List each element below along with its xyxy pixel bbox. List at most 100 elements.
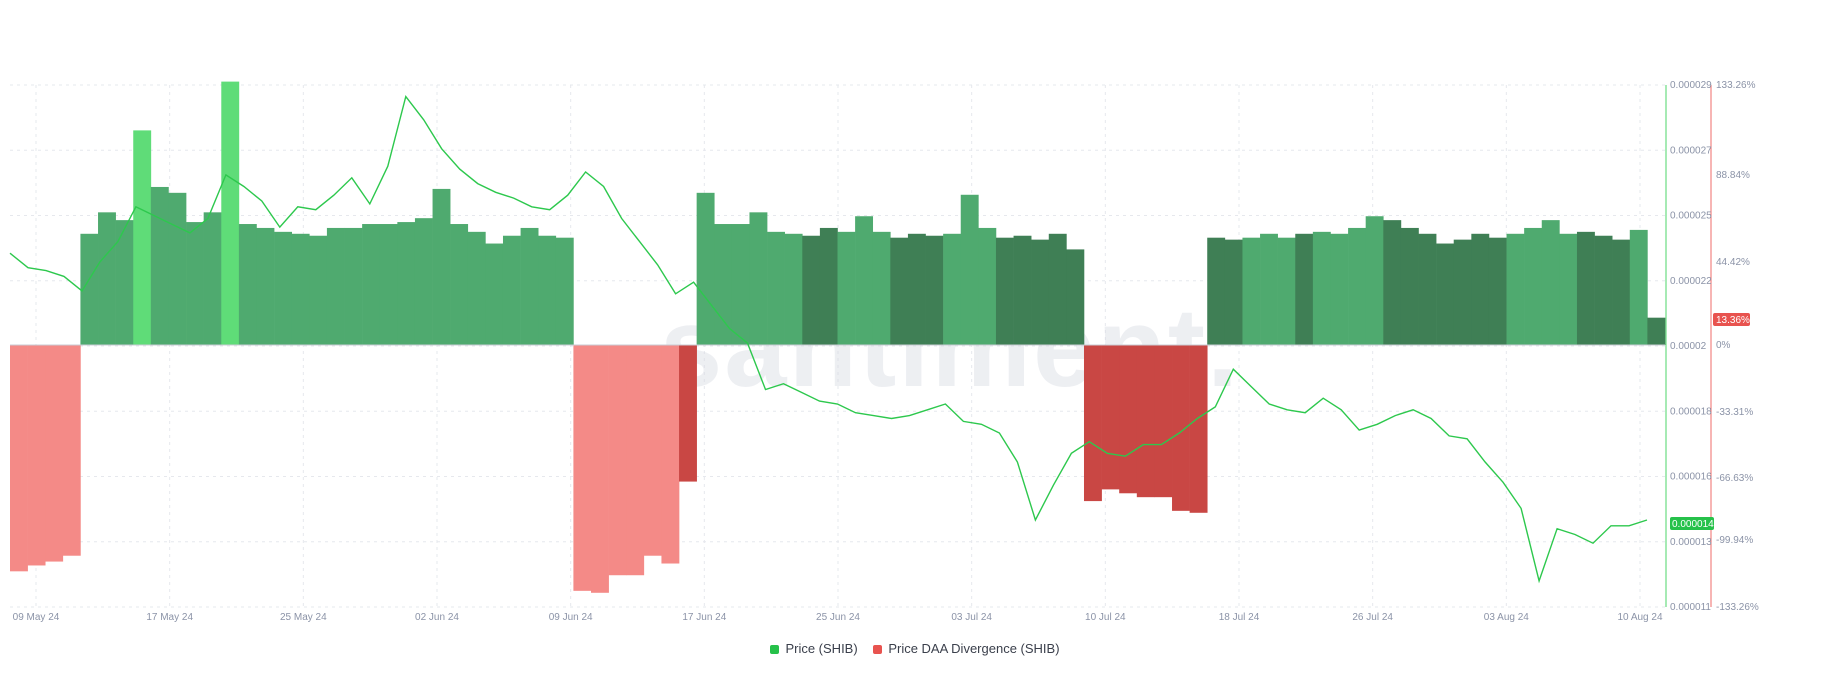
divergence-bar[interactable] bbox=[1154, 345, 1173, 498]
divergence-bar[interactable] bbox=[925, 235, 944, 345]
divergence-bar[interactable] bbox=[608, 345, 627, 576]
divergence-bar[interactable] bbox=[432, 188, 451, 345]
divergence-bar[interactable] bbox=[1594, 235, 1613, 345]
divergence-bar[interactable] bbox=[203, 212, 222, 345]
divergence-bar[interactable] bbox=[1647, 317, 1666, 345]
divergence-bar[interactable] bbox=[1436, 243, 1455, 345]
divergence-bar[interactable] bbox=[855, 216, 874, 345]
divergence-bar[interactable] bbox=[591, 345, 609, 593]
divergence-bar[interactable] bbox=[133, 130, 152, 345]
divergence-bar[interactable] bbox=[661, 345, 680, 564]
divergence-bar[interactable] bbox=[256, 227, 275, 345]
divergence-bar[interactable] bbox=[1576, 231, 1595, 345]
divergence-bar[interactable] bbox=[837, 231, 856, 345]
divergence-bar[interactable] bbox=[150, 186, 169, 345]
divergence-bar[interactable] bbox=[1031, 239, 1050, 345]
divergence-bar[interactable] bbox=[502, 235, 521, 345]
divergence-bar[interactable] bbox=[397, 222, 416, 345]
divergence-tick-label: 0% bbox=[1716, 340, 1731, 351]
divergence-bar[interactable] bbox=[1612, 239, 1631, 345]
divergence-bar[interactable] bbox=[520, 227, 539, 345]
divergence-bar[interactable] bbox=[872, 231, 891, 345]
divergence-bar[interactable] bbox=[168, 192, 187, 345]
divergence-bar[interactable] bbox=[379, 224, 398, 345]
divergence-bar[interactable] bbox=[1189, 345, 1208, 513]
divergence-bar[interactable] bbox=[414, 218, 433, 345]
price-tick-label: 0.000011 bbox=[1670, 602, 1711, 613]
divergence-bar[interactable] bbox=[573, 345, 592, 591]
divergence-bar[interactable] bbox=[784, 233, 803, 345]
divergence-bar[interactable] bbox=[1488, 237, 1507, 345]
divergence-bar[interactable] bbox=[1453, 239, 1472, 345]
legend-label-divergence: Price DAA Divergence (SHIB) bbox=[888, 641, 1060, 656]
divergence-bar[interactable] bbox=[767, 231, 785, 345]
divergence-bar[interactable] bbox=[1048, 233, 1067, 345]
divergence-bar[interactable] bbox=[1083, 345, 1102, 502]
divergence-bar[interactable] bbox=[1295, 233, 1314, 345]
divergence-bar[interactable] bbox=[221, 81, 240, 346]
divergence-bar[interactable] bbox=[1242, 237, 1261, 345]
divergence-bar[interactable] bbox=[907, 233, 926, 345]
divergence-bar[interactable] bbox=[643, 345, 662, 556]
divergence-bar[interactable] bbox=[1224, 239, 1243, 345]
divergence-bar[interactable] bbox=[326, 227, 345, 345]
divergence-bar[interactable] bbox=[1400, 227, 1419, 345]
divergence-bar[interactable] bbox=[555, 237, 574, 345]
divergence-bar[interactable] bbox=[1066, 249, 1085, 345]
divergence-bar[interactable] bbox=[1541, 220, 1560, 345]
divergence-bar[interactable] bbox=[344, 227, 363, 345]
divergence-bar[interactable] bbox=[943, 233, 962, 345]
divergence-bar[interactable] bbox=[1506, 233, 1525, 345]
divergence-tick-label: -99.94% bbox=[1716, 535, 1753, 546]
divergence-bar[interactable] bbox=[1172, 345, 1190, 511]
divergence-bar[interactable] bbox=[1418, 233, 1437, 345]
divergence-bar[interactable] bbox=[978, 227, 997, 345]
divergence-bar[interactable] bbox=[1330, 233, 1349, 345]
divergence-bar[interactable] bbox=[731, 224, 750, 345]
divergence-bar[interactable] bbox=[291, 233, 310, 345]
divergence-bar[interactable] bbox=[10, 345, 28, 572]
divergence-bar[interactable] bbox=[27, 345, 46, 566]
divergence-bar[interactable] bbox=[1260, 233, 1278, 345]
divergence-bar[interactable] bbox=[1524, 227, 1543, 345]
legend-item-divergence[interactable]: Price DAA Divergence (SHIB) bbox=[873, 641, 1060, 656]
divergence-bar[interactable] bbox=[1471, 233, 1490, 345]
divergence-bar[interactable] bbox=[696, 192, 715, 345]
divergence-bar[interactable] bbox=[309, 235, 328, 345]
divergence-bar[interactable] bbox=[802, 235, 821, 345]
divergence-bar[interactable] bbox=[1629, 229, 1648, 345]
divergence-bar[interactable] bbox=[626, 345, 645, 576]
divergence-bar[interactable] bbox=[1559, 233, 1578, 345]
divergence-bar[interactable] bbox=[362, 224, 381, 345]
divergence-bar[interactable] bbox=[62, 345, 81, 556]
divergence-bar[interactable] bbox=[890, 237, 909, 345]
divergence-bar[interactable] bbox=[80, 233, 99, 345]
divergence-bar[interactable] bbox=[485, 243, 504, 345]
divergence-bar[interactable] bbox=[274, 231, 293, 345]
divergence-bar[interactable] bbox=[1207, 237, 1226, 345]
divergence-bar[interactable] bbox=[1101, 345, 1120, 490]
divergence-bar[interactable] bbox=[1365, 216, 1384, 345]
divergence-bar[interactable] bbox=[538, 235, 557, 345]
divergence-bar[interactable] bbox=[115, 220, 134, 345]
divergence-bar[interactable] bbox=[1119, 345, 1138, 494]
divergence-bar[interactable] bbox=[1312, 231, 1331, 345]
divergence-bar[interactable] bbox=[819, 227, 838, 345]
divergence-bar[interactable] bbox=[45, 345, 64, 562]
divergence-bar[interactable] bbox=[1136, 345, 1155, 498]
divergence-bar[interactable] bbox=[960, 194, 979, 345]
divergence-bar[interactable] bbox=[186, 222, 204, 345]
divergence-bar[interactable] bbox=[1277, 237, 1296, 345]
divergence-bar[interactable] bbox=[98, 212, 116, 345]
legend-item-price[interactable]: Price (SHIB) bbox=[770, 641, 858, 656]
divergence-bar[interactable] bbox=[749, 212, 768, 345]
divergence-bar[interactable] bbox=[467, 231, 486, 345]
divergence-bar[interactable] bbox=[714, 224, 733, 345]
divergence-bar[interactable] bbox=[995, 237, 1014, 345]
divergence-bar[interactable] bbox=[238, 224, 257, 345]
divergence-bar[interactable] bbox=[1383, 220, 1402, 345]
divergence-bar[interactable] bbox=[1348, 227, 1366, 345]
divergence-bar[interactable] bbox=[1013, 235, 1032, 345]
divergence-bar[interactable] bbox=[450, 224, 469, 345]
divergence-bar[interactable] bbox=[679, 345, 697, 482]
